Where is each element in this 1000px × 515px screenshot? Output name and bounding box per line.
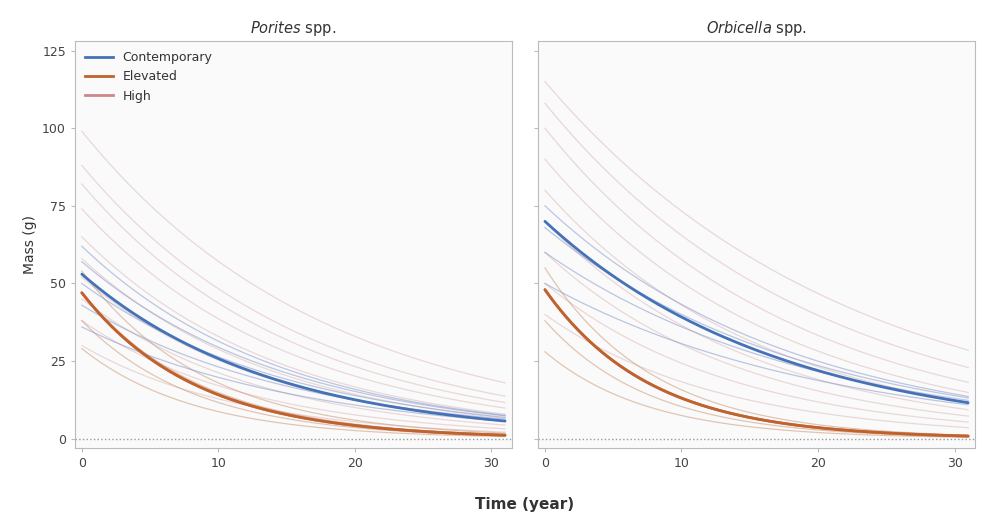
Legend: Contemporary, Elevated, High: Contemporary, Elevated, High bbox=[81, 47, 216, 107]
Y-axis label: Mass (g): Mass (g) bbox=[23, 215, 37, 274]
Title: $\mathit{Porites}$ spp.: $\mathit{Porites}$ spp. bbox=[250, 19, 337, 38]
Text: Time (year): Time (year) bbox=[475, 497, 575, 512]
Title: $\mathit{Orbicella}$ spp.: $\mathit{Orbicella}$ spp. bbox=[706, 19, 807, 38]
